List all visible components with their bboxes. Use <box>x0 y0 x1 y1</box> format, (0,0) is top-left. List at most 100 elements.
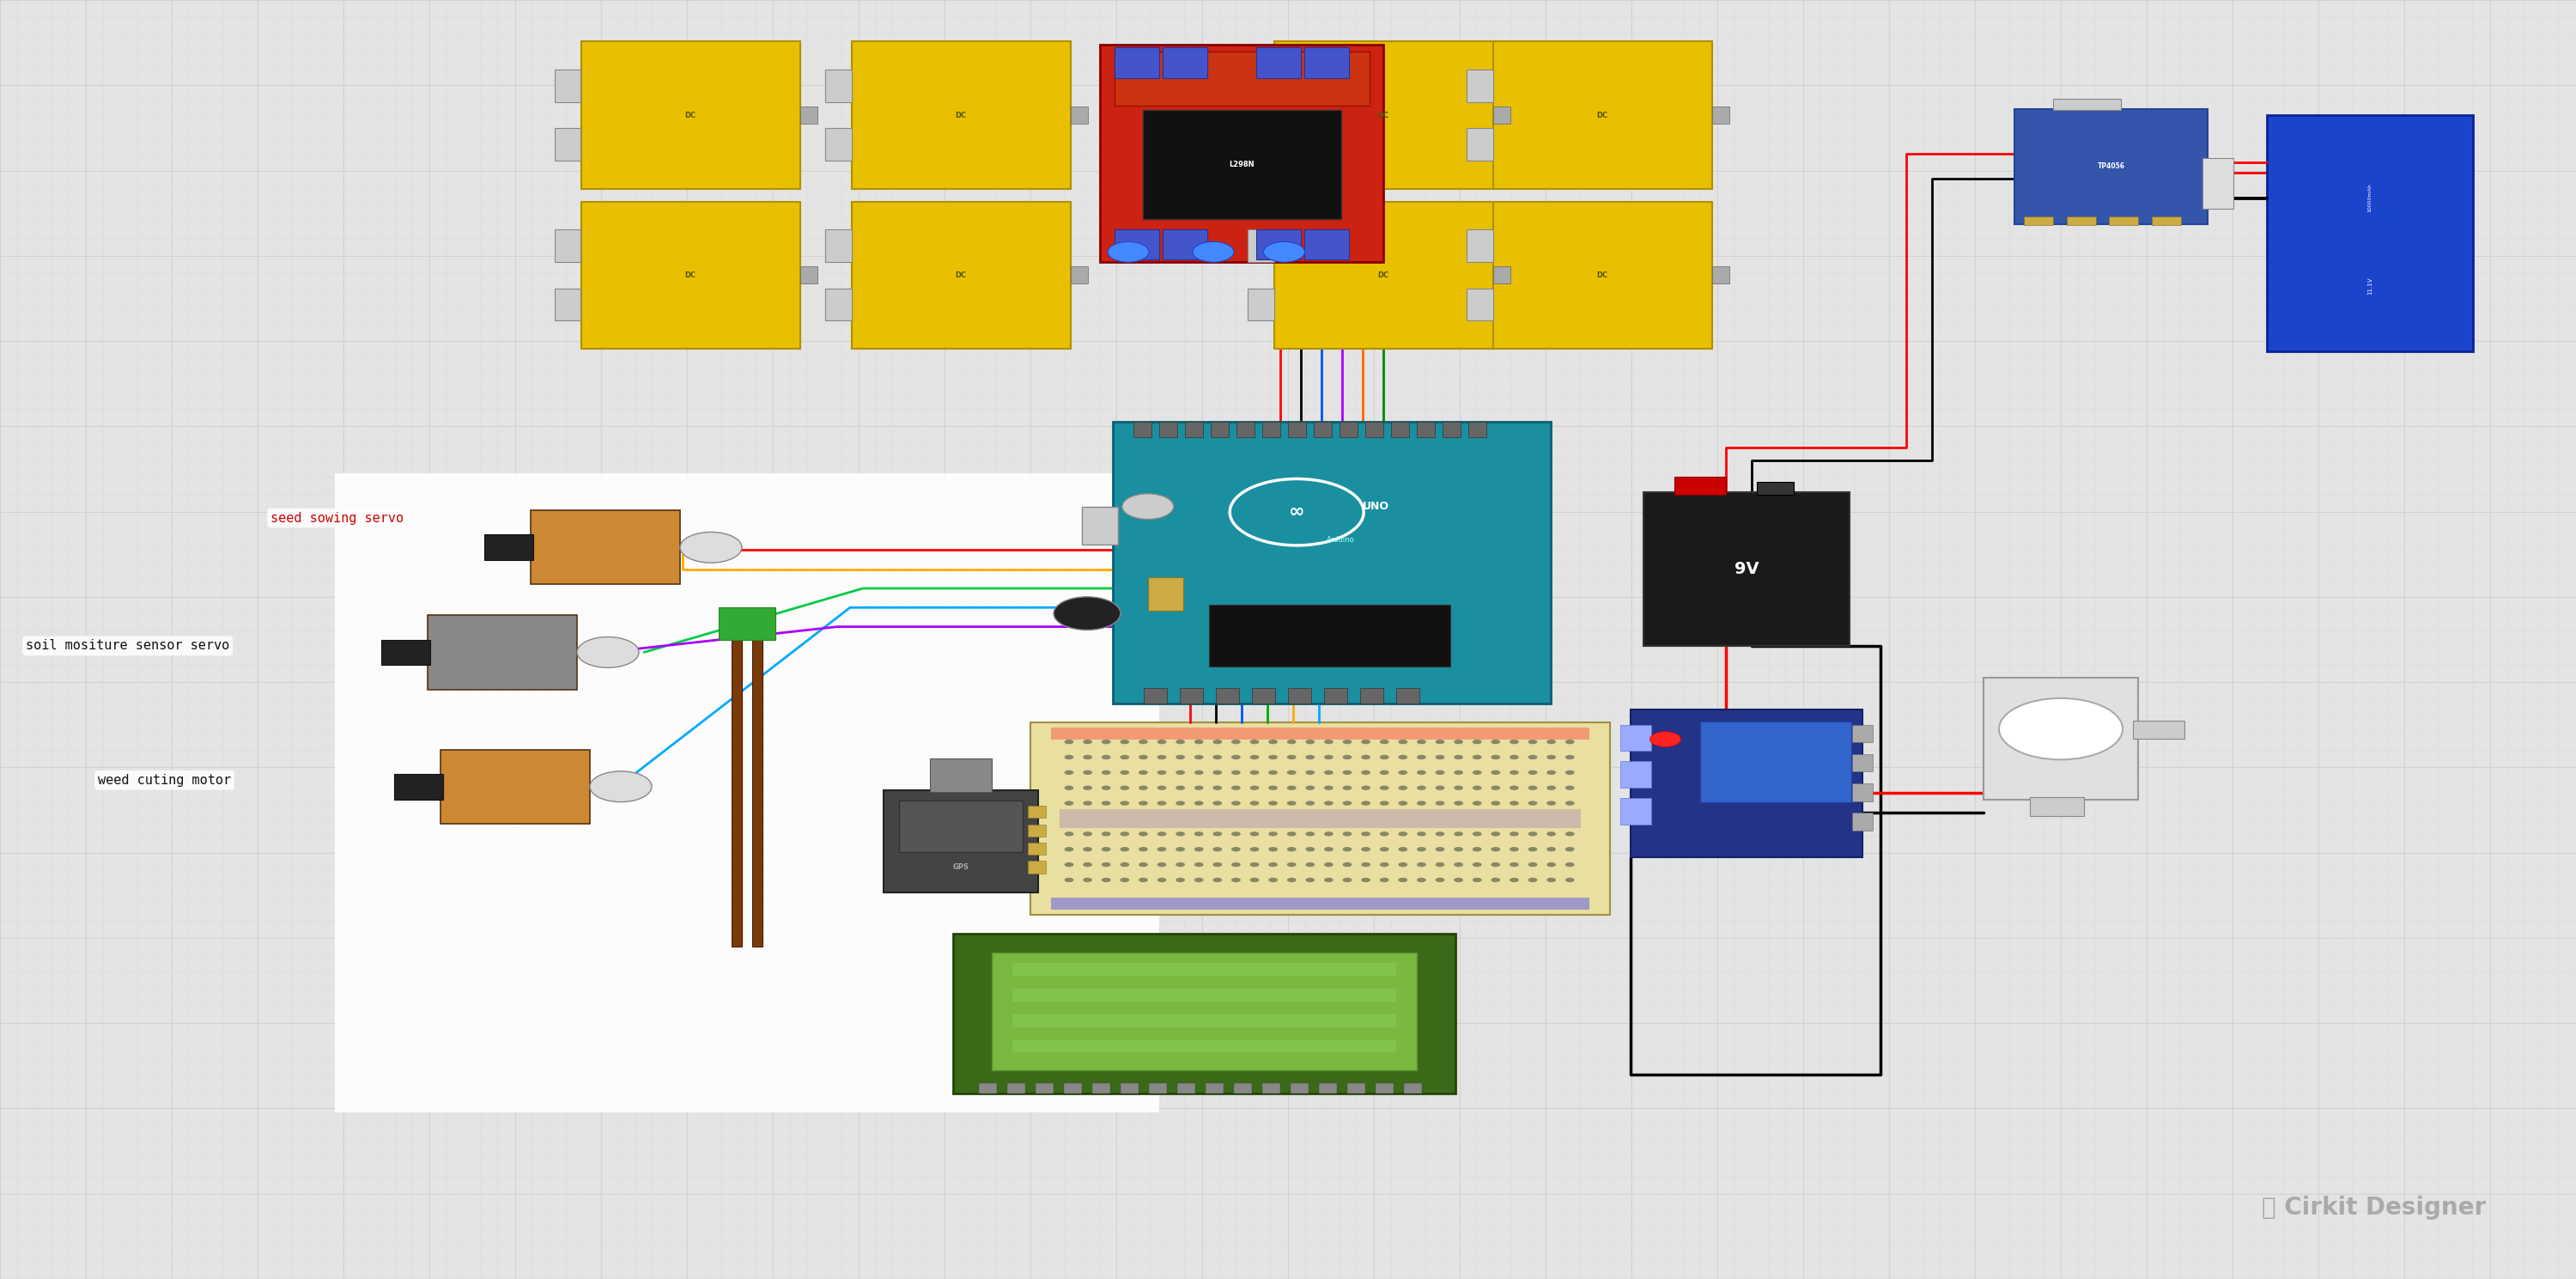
Circle shape <box>1082 755 1092 760</box>
Text: DC: DC <box>1597 111 1607 119</box>
Bar <box>1028 843 1046 854</box>
Bar <box>1288 688 1311 703</box>
Circle shape <box>1324 739 1334 744</box>
Circle shape <box>1566 831 1574 836</box>
Circle shape <box>1103 785 1110 790</box>
Circle shape <box>1528 847 1538 852</box>
Circle shape <box>1342 877 1352 883</box>
Circle shape <box>1492 755 1499 760</box>
Circle shape <box>1103 739 1110 744</box>
Bar <box>1852 813 1873 830</box>
Circle shape <box>1381 739 1388 744</box>
Circle shape <box>1473 755 1481 760</box>
Circle shape <box>1324 847 1334 852</box>
Bar <box>1149 1083 1167 1094</box>
Circle shape <box>1103 847 1110 852</box>
Bar <box>1144 110 1340 219</box>
Circle shape <box>1510 739 1520 744</box>
Circle shape <box>1435 755 1445 760</box>
Circle shape <box>1121 877 1128 883</box>
Circle shape <box>1399 801 1406 806</box>
Circle shape <box>1342 801 1352 806</box>
Bar <box>1133 422 1151 437</box>
Circle shape <box>1510 862 1520 867</box>
Text: DC: DC <box>1597 271 1607 279</box>
Circle shape <box>1417 739 1427 744</box>
Circle shape <box>1306 770 1314 775</box>
Text: GPS: GPS <box>953 863 969 871</box>
Circle shape <box>1157 755 1167 760</box>
Circle shape <box>1492 847 1499 852</box>
Circle shape <box>1492 739 1499 744</box>
Circle shape <box>1064 785 1074 790</box>
Circle shape <box>1175 847 1185 852</box>
Circle shape <box>1064 877 1074 883</box>
Bar <box>1303 47 1350 78</box>
Circle shape <box>1999 698 2123 760</box>
Circle shape <box>1528 831 1538 836</box>
Circle shape <box>1249 755 1260 760</box>
Bar <box>1216 688 1239 703</box>
Circle shape <box>1528 785 1538 790</box>
Bar <box>1262 1083 1280 1094</box>
Bar <box>732 640 742 946</box>
Text: weed cuting motor: weed cuting motor <box>98 774 232 787</box>
Bar <box>394 774 443 799</box>
Text: DC: DC <box>956 271 966 279</box>
Circle shape <box>1324 755 1334 760</box>
Circle shape <box>1492 785 1499 790</box>
Bar <box>2053 98 2120 110</box>
Bar <box>1092 1083 1110 1094</box>
Bar <box>381 640 430 665</box>
Bar <box>1252 688 1275 703</box>
Circle shape <box>1417 801 1427 806</box>
Text: DC: DC <box>1378 111 1388 119</box>
Bar <box>582 202 799 348</box>
Bar <box>440 749 590 824</box>
Bar <box>2030 797 2084 816</box>
Circle shape <box>1082 801 1092 806</box>
Circle shape <box>1473 847 1481 852</box>
Bar <box>554 128 580 161</box>
Bar <box>799 106 817 124</box>
Circle shape <box>1157 739 1167 744</box>
Circle shape <box>1175 755 1185 760</box>
Bar <box>1852 724 1873 742</box>
Circle shape <box>1229 478 1363 545</box>
Circle shape <box>1231 755 1242 760</box>
Circle shape <box>1175 877 1185 883</box>
Text: 11.1V: 11.1V <box>2367 276 2372 294</box>
Circle shape <box>1157 847 1167 852</box>
Bar <box>2267 115 2473 352</box>
Bar <box>1144 688 1167 703</box>
Circle shape <box>1121 785 1128 790</box>
Circle shape <box>1267 831 1278 836</box>
Circle shape <box>1417 847 1427 852</box>
Circle shape <box>1267 862 1278 867</box>
Circle shape <box>1262 242 1303 262</box>
Bar <box>850 42 1072 188</box>
Circle shape <box>1267 801 1278 806</box>
Circle shape <box>1064 847 1074 852</box>
Circle shape <box>1139 770 1149 775</box>
Circle shape <box>1306 801 1314 806</box>
Circle shape <box>1417 831 1427 836</box>
Bar <box>1012 989 1396 1001</box>
Circle shape <box>1435 785 1445 790</box>
Bar <box>2133 720 2184 738</box>
Circle shape <box>1473 831 1481 836</box>
Circle shape <box>1249 801 1260 806</box>
Circle shape <box>1306 739 1314 744</box>
Circle shape <box>1108 242 1149 262</box>
Circle shape <box>1546 770 1556 775</box>
Circle shape <box>1342 770 1352 775</box>
Circle shape <box>1510 785 1520 790</box>
Bar <box>1185 422 1203 437</box>
Circle shape <box>1546 877 1556 883</box>
Circle shape <box>1342 739 1352 744</box>
Bar <box>1303 229 1350 260</box>
Bar <box>1100 45 1383 262</box>
Circle shape <box>1195 847 1203 852</box>
Circle shape <box>1342 847 1352 852</box>
Circle shape <box>1381 785 1388 790</box>
